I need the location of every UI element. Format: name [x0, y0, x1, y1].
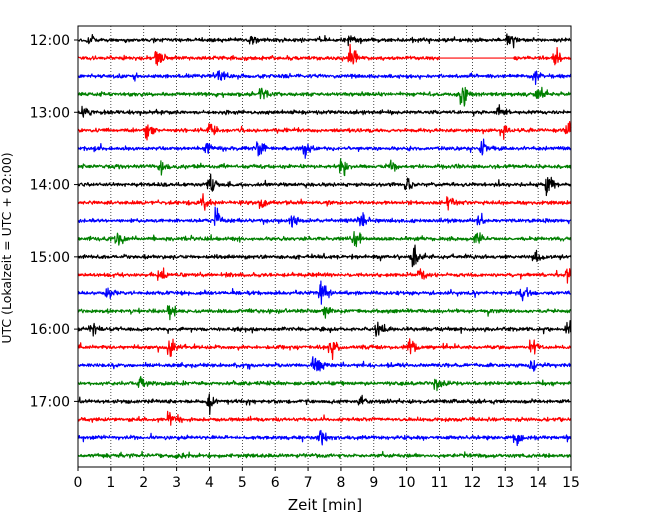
y-axis: 12:00 13:00 14:00 15:00 16:00 17:00 [30, 33, 78, 410]
trace-row-18 [77, 356, 572, 372]
x-tick-label: 0 [74, 475, 83, 491]
trace-row-23 [77, 450, 572, 459]
x-axis-label: Zeit [min] [288, 496, 362, 514]
trace-row-19 [77, 375, 572, 392]
trace-row-1 [77, 43, 572, 66]
trace-row-12 [77, 244, 572, 268]
trace-row-2 [77, 70, 572, 86]
trace-row-4 [77, 104, 572, 118]
trace-row-3 [77, 86, 572, 107]
y-tick-label: 14:00 [30, 178, 70, 194]
x-axis: 0 1 2 3 4 5 6 7 8 9 10 11 12 13 14 15 [74, 467, 580, 491]
trace-row-14 [77, 280, 572, 305]
x-tick-label: 9 [369, 475, 378, 491]
trace-row-8 [77, 173, 572, 197]
x-tick-label: 10 [398, 475, 416, 491]
trace-row-6 [77, 138, 572, 159]
y-axis-label: UTC (Lokalzeit = UTC + 02:00) [0, 152, 14, 343]
x-tick-label: 3 [172, 475, 181, 491]
y-tick-label: 17:00 [30, 394, 70, 410]
trace-row-13 [77, 267, 572, 284]
trace-row-16 [77, 320, 572, 337]
x-tick-label: 4 [205, 475, 214, 491]
trace-row-7 [77, 158, 572, 177]
trace-row-22 [77, 429, 572, 447]
y-tick-label: 12:00 [30, 33, 70, 49]
x-tick-label: 2 [139, 475, 148, 491]
data-gap-group [439, 56, 517, 60]
x-tick-label: 12 [463, 475, 481, 491]
trace-row-10 [77, 206, 572, 228]
trace-row-0 [77, 33, 572, 49]
data-gap-marker [513, 56, 517, 60]
x-tick-label: 8 [336, 475, 345, 491]
plot-frame [77, 25, 572, 468]
x-tick-label: 7 [304, 475, 313, 491]
trace-row-17 [77, 338, 572, 361]
trace-row-15 [77, 305, 572, 321]
trace-row-5 [77, 120, 572, 141]
trace-row-9 [77, 193, 572, 211]
trace-row-21 [77, 410, 572, 426]
x-tick-label: 5 [238, 475, 247, 491]
x-tick-label: 13 [496, 475, 514, 491]
y-tick-label: 15:00 [30, 250, 70, 266]
y-tick-label: 16:00 [30, 322, 70, 338]
trace-group [77, 33, 572, 459]
x-tick-label: 1 [106, 475, 115, 491]
trace-row-20 [77, 393, 572, 416]
x-tick-label: 15 [562, 475, 580, 491]
trace-row-11 [77, 231, 572, 248]
x-tick-label: 14 [529, 475, 547, 491]
x-tick-label: 6 [271, 475, 280, 491]
y-tick-label: 13:00 [30, 105, 70, 121]
x-tick-label: 11 [431, 475, 449, 491]
